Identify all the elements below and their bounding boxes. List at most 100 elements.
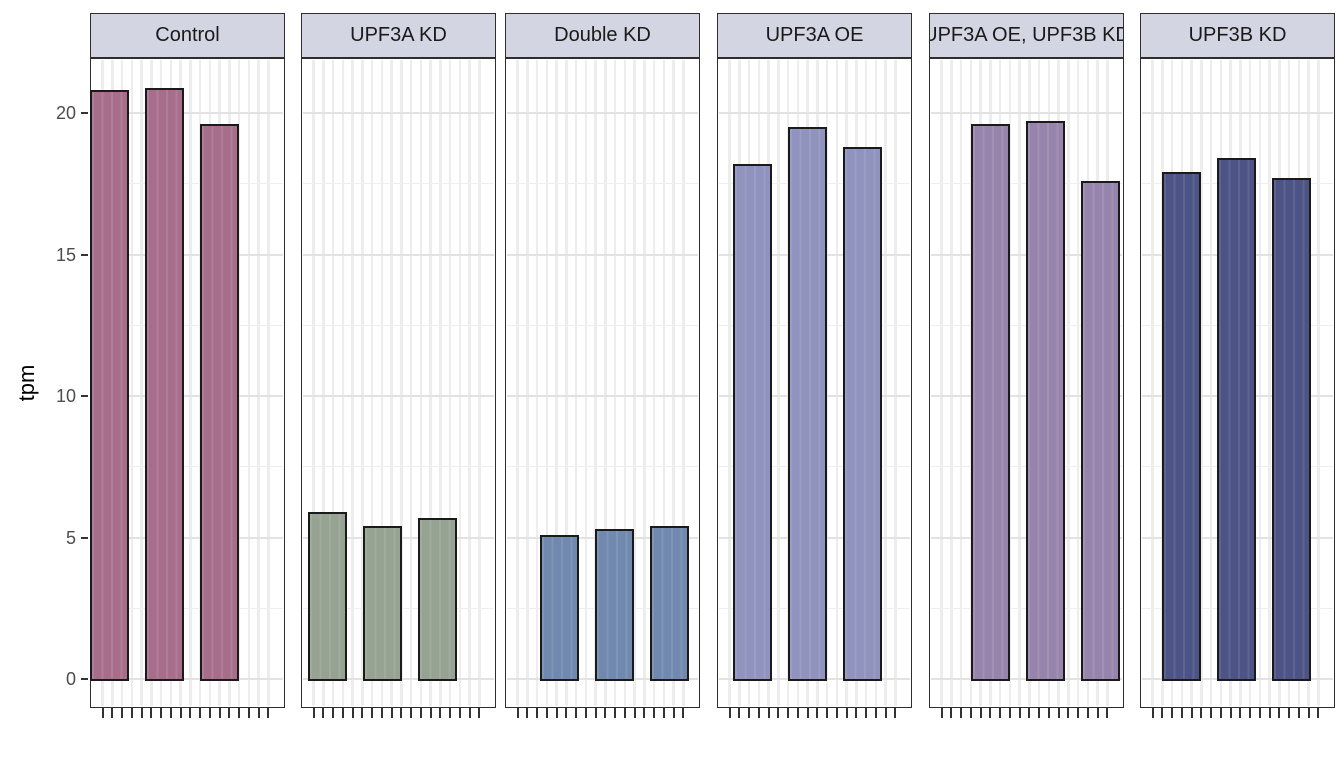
x-minor-gridline (633, 60, 636, 706)
y-major-gridline (719, 112, 910, 114)
x-axis-tick (101, 708, 104, 718)
x-axis-tick (748, 708, 751, 718)
x-axis-tick (633, 708, 636, 718)
x-axis-tick (169, 708, 172, 718)
x-axis-tick (826, 708, 829, 718)
y-major-gridline (92, 678, 283, 680)
x-minor-gridline (247, 60, 251, 706)
x-axis-tick (777, 708, 780, 718)
x-axis-tick (458, 708, 461, 718)
y-major-gridline (92, 536, 283, 539)
x-axis-tick (845, 708, 848, 718)
x-axis-tick (228, 708, 231, 718)
x-axis-tick (1210, 708, 1213, 718)
facet-strip-3: Double KD (505, 13, 700, 58)
x-axis-tick (1268, 708, 1271, 718)
x-minor-gridline (140, 60, 143, 706)
x-axis-tick (835, 708, 838, 718)
x-axis-tick (1190, 708, 1193, 718)
facet-strip-label: UPF3A OE, UPF3B KD (929, 24, 1124, 46)
y-minor-gridline (303, 324, 494, 326)
x-minor-gridline (267, 60, 270, 706)
x-axis-tick (672, 708, 675, 718)
x-axis-tick (623, 708, 626, 718)
y-axis-tick-label: 5 (65, 527, 76, 548)
bar-double-kd-rep1 (540, 534, 579, 681)
x-axis-tick (267, 708, 270, 718)
x-axis-tick (1258, 708, 1261, 718)
x-axis-tick (682, 708, 685, 718)
x-axis-tick (614, 708, 617, 718)
x-axis-tick (478, 708, 481, 718)
x-minor-gridline (257, 60, 260, 706)
x-axis-tick (1028, 708, 1031, 718)
y-major-gridline (507, 395, 698, 397)
x-minor-gridline (361, 60, 364, 706)
x-minor-gridline (940, 60, 943, 706)
x-minor-gridline (526, 60, 529, 706)
x-minor-gridline (545, 60, 549, 706)
x-minor-gridline (380, 60, 384, 706)
x-axis-tick (1288, 708, 1291, 718)
x-axis-tick (738, 708, 741, 718)
x-axis-tick (1086, 708, 1089, 718)
x-axis-tick (653, 708, 656, 718)
y-major-gridline (931, 112, 1122, 114)
x-axis-tick (247, 708, 250, 718)
x-axis-tick (1249, 708, 1252, 718)
x-axis-tick (140, 708, 143, 718)
x-minor-gridline (351, 60, 354, 706)
y-axis-tick-label: 20 (55, 103, 76, 123)
y-minor-gridline (507, 324, 698, 326)
x-axis-tick (199, 708, 202, 718)
x-minor-gridline (409, 60, 413, 706)
y-major-gridline (303, 253, 494, 256)
x-minor-gridline (594, 60, 597, 706)
x-axis-tick (1180, 708, 1183, 718)
x-axis-tick (855, 708, 858, 718)
x-minor-gridline (825, 60, 829, 706)
x-axis-tick (874, 708, 877, 718)
x-minor-gridline (1200, 60, 1203, 706)
x-minor-gridline (1018, 60, 1021, 706)
x-minor-gridline (341, 60, 345, 706)
y-major-gridline (92, 253, 283, 256)
x-axis-tick (341, 708, 344, 718)
bar-upf3a-kd-rep1 (308, 512, 347, 681)
x-minor-gridline (950, 60, 953, 706)
x-axis-tick (584, 708, 587, 718)
x-minor-gridline (322, 60, 325, 706)
y-axis-tick (81, 536, 88, 539)
y-axis-tick (81, 112, 88, 114)
x-minor-gridline (728, 60, 731, 706)
x-axis-tick (787, 708, 790, 718)
bar-upf3a-oe-rep2 (788, 127, 827, 681)
x-axis-tick (604, 708, 607, 718)
x-minor-gridline (1076, 60, 1080, 706)
y-major-gridline (303, 395, 494, 397)
x-axis-tick (1151, 708, 1154, 718)
x-minor-gridline (777, 60, 780, 706)
x-minor-gridline (894, 60, 897, 706)
x-minor-gridline (390, 60, 393, 706)
x-axis-tick (179, 708, 182, 718)
x-axis-tick (1047, 708, 1050, 718)
x-minor-gridline (189, 60, 192, 706)
bar-upf3b-kd-rep2 (1217, 158, 1256, 681)
facet-strip-4: UPF3A OE (717, 13, 912, 58)
x-minor-gridline (574, 60, 578, 706)
x-minor-gridline (400, 60, 403, 706)
facet-strip-label: Control (155, 24, 220, 46)
x-minor-gridline (835, 60, 839, 706)
x-axis-tick (1018, 708, 1021, 718)
facet-strip-label: UPF3A KD (350, 24, 447, 46)
y-minor-gridline (92, 324, 283, 326)
y-minor-gridline (92, 183, 283, 185)
y-axis-tick-label: 0 (65, 669, 76, 689)
x-axis-tick (361, 708, 364, 718)
x-axis-tick (1008, 708, 1011, 718)
y-minor-gridline (92, 466, 283, 468)
x-axis-tick (1171, 708, 1174, 718)
x-axis-tick (1067, 708, 1070, 718)
x-minor-gridline (1209, 60, 1213, 706)
